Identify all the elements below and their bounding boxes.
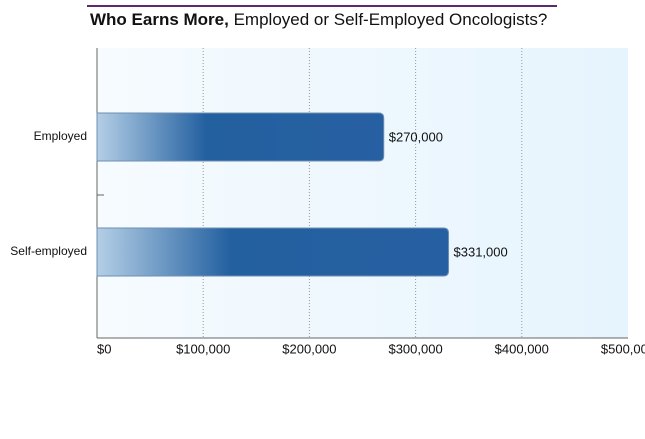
title-rest: Employed or Self-Employed Oncologists?	[234, 10, 548, 29]
x-tick-label: $400,000	[495, 341, 549, 356]
chart-title: Who Earns More, Employed or Self-Employe…	[90, 10, 547, 29]
x-tick-label: $0	[97, 341, 111, 356]
bar	[96, 227, 450, 277]
x-tick-label: $500,000	[601, 341, 645, 356]
y-tick-label: Employed	[34, 129, 87, 143]
x-tick-label: $200,000	[282, 341, 336, 356]
x-tick-label: $300,000	[388, 341, 442, 356]
value-label: $270,000	[389, 129, 443, 144]
y-tick-label: Self-employed	[10, 244, 87, 258]
bar	[96, 112, 385, 162]
x-tick-label: $100,000	[176, 341, 230, 356]
plot-area	[97, 48, 628, 338]
value-label: $331,000	[454, 244, 508, 259]
title-lead: Who Earns More,	[90, 10, 229, 29]
